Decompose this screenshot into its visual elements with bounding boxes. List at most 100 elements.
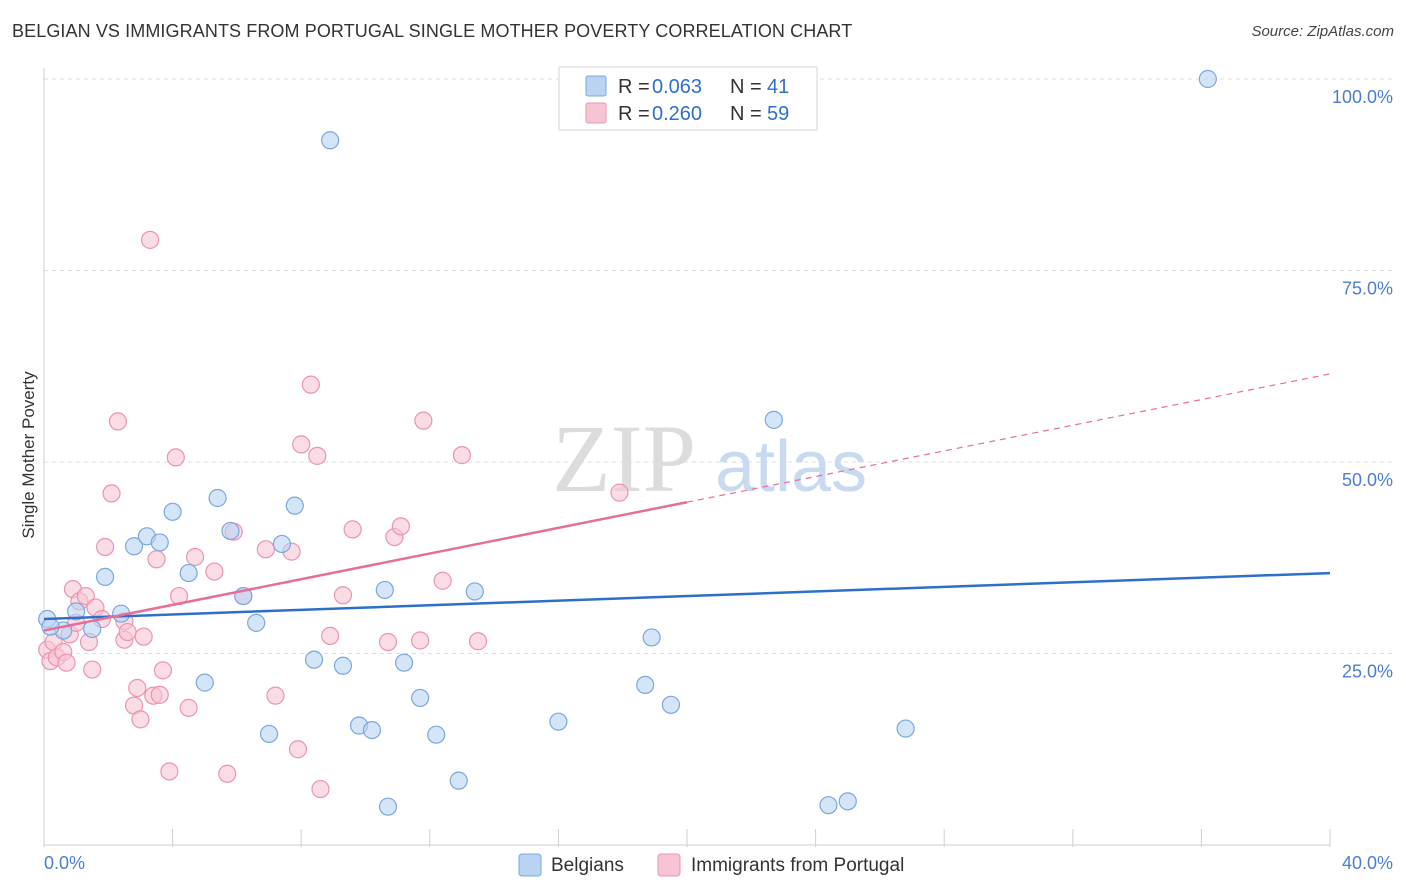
belgians-point xyxy=(465,582,484,601)
belgians-point xyxy=(427,725,446,744)
portugal-point xyxy=(166,448,185,467)
belgians-point xyxy=(208,488,227,508)
portugal-trend-line xyxy=(43,500,688,632)
portugal-point xyxy=(150,685,169,704)
series-legend: Belgians Immigrants from Portugal xyxy=(518,853,904,877)
belgians-point xyxy=(449,771,468,790)
portugal-point xyxy=(468,632,488,651)
belgians-point xyxy=(321,131,340,150)
y-axis-title: Single Mother Poverty xyxy=(19,371,38,539)
belgians-point xyxy=(195,673,214,692)
portugal-point xyxy=(83,660,102,679)
belgians-point xyxy=(642,628,661,647)
chart-title: BELGIAN VS IMMIGRANTS FROM PORTUGAL SING… xyxy=(12,21,853,41)
portugal-point xyxy=(108,412,128,431)
portugal-point xyxy=(153,661,173,680)
portugal-point xyxy=(266,686,285,705)
legend-r-value-portugal: 0.260 xyxy=(652,103,702,125)
belgians-point xyxy=(124,537,144,556)
gridlines xyxy=(44,78,1393,654)
watermark-atlas: atlas xyxy=(715,427,867,507)
portugal-point xyxy=(134,627,153,646)
portugal-point xyxy=(128,678,147,698)
portugal-point xyxy=(452,446,472,465)
portugal-point xyxy=(411,631,430,650)
trend-lines xyxy=(43,373,1331,632)
belgians-point xyxy=(394,653,414,672)
portugal-point xyxy=(256,540,275,559)
belgians-point xyxy=(764,410,783,429)
belgians-point xyxy=(1198,69,1217,89)
belgians-point xyxy=(636,675,655,695)
portugal-point xyxy=(414,411,433,430)
belgians-point xyxy=(661,695,681,714)
portugal-point xyxy=(160,762,179,781)
legend-r-label-portugal: R = xyxy=(618,103,650,125)
portugal-point xyxy=(321,626,340,645)
legend-n-value-belgians: 41 xyxy=(767,76,789,98)
belgians-point xyxy=(549,712,568,731)
legend-n-value-portugal: 59 xyxy=(767,103,789,125)
chart-source: Source: ZipAtlas.com xyxy=(1251,23,1394,40)
portugal-point xyxy=(288,740,308,759)
belgians-point xyxy=(247,613,266,632)
belgians-point xyxy=(362,720,382,740)
belgians-point xyxy=(819,796,838,815)
belgians-point xyxy=(179,563,198,583)
legend-r-value-belgians: 0.063 xyxy=(652,76,702,98)
portugal-point xyxy=(147,550,166,569)
y-tick-label: 50.0% xyxy=(1342,470,1393,490)
legend-r-label-belgians: R = xyxy=(618,76,650,98)
portugal-point xyxy=(218,764,237,783)
belgians-point xyxy=(221,521,240,541)
portugal-point xyxy=(378,632,398,652)
portugal-point xyxy=(301,375,320,394)
belgians-point xyxy=(285,496,304,515)
correlation-legend: R = 0.063 N = 41 R = 0.260 N = 59 xyxy=(558,66,818,131)
portugal-point xyxy=(179,698,198,717)
belgians-point xyxy=(259,724,279,744)
belgians-point xyxy=(163,502,182,521)
series-legend-swatch-portugal xyxy=(657,853,681,877)
portugal-point xyxy=(95,537,115,557)
portugal-point xyxy=(131,710,150,729)
series-legend-swatch-belgians xyxy=(518,853,542,877)
legend-swatch-belgians xyxy=(585,75,607,97)
belgians-point xyxy=(375,580,394,600)
legend-n-label-portugal: N = xyxy=(730,103,762,125)
portugal-point xyxy=(102,484,121,503)
y-tick-label: 25.0% xyxy=(1342,662,1393,682)
portugal-point xyxy=(391,517,410,536)
portugal-point xyxy=(205,562,224,581)
portugal-point xyxy=(610,483,629,502)
belgians-point xyxy=(67,602,86,621)
axes xyxy=(43,68,1331,847)
belgians-point xyxy=(333,656,353,675)
portugal-point xyxy=(57,653,76,672)
legend-n-label-belgians: N = xyxy=(730,76,762,98)
portugal-point xyxy=(343,520,362,539)
x-tick-labels: 0.0% 40.0% xyxy=(44,853,1393,873)
belgians-point xyxy=(838,792,857,811)
portugal-point xyxy=(433,571,452,590)
belgians-point xyxy=(304,650,324,669)
series-portugal-points xyxy=(38,230,629,799)
belgians-point xyxy=(411,688,430,708)
x-tick-label: 40.0% xyxy=(1342,853,1393,873)
y-tick-label: 75.0% xyxy=(1342,279,1393,299)
series-legend-label-portugal: Immigrants from Portugal xyxy=(691,855,904,876)
belgians-trend-line xyxy=(43,571,1331,621)
y-tick-labels: 25.0% 50.0% 75.0% 100.0% xyxy=(1332,87,1393,682)
portugal-point xyxy=(292,435,311,454)
portugal-point xyxy=(186,547,205,567)
portugal-point xyxy=(333,586,353,605)
portugal-point xyxy=(308,446,327,465)
belgians-point xyxy=(378,797,398,816)
belgians-point xyxy=(896,719,915,738)
portugal-point xyxy=(118,622,137,642)
series-legend-label-belgians: Belgians xyxy=(551,855,624,876)
series-belgians-points xyxy=(38,69,1217,816)
x-tick-label: 0.0% xyxy=(44,853,85,873)
legend-swatch-portugal xyxy=(585,102,607,124)
